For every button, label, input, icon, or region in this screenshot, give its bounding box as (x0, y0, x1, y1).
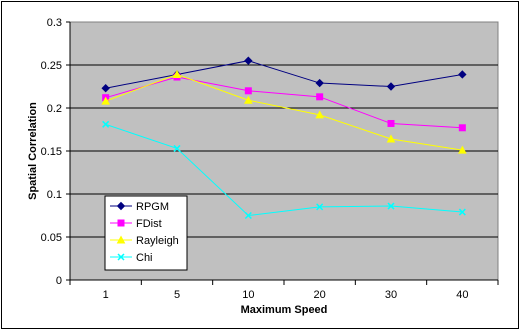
point-rpgm (386, 82, 396, 91)
y-tick-label: 0.3 (47, 17, 62, 29)
point-rpgm (244, 56, 253, 65)
legend-box (104, 195, 188, 271)
legend-label-chi: Chi (136, 252, 153, 264)
y-tick-label: 0.15 (41, 146, 62, 158)
point-fdist (316, 93, 324, 101)
x-tick-labels: 1 5 10 20 30 40 (69, 280, 499, 301)
legend-label-rayleigh: Rayleigh (136, 235, 179, 247)
x-tick-label: 10 (242, 289, 254, 301)
legend-marker-rpgm (116, 201, 126, 211)
marker-stroke (102, 120, 110, 128)
marker-stroke (244, 211, 252, 220)
legend-item-rpgm: RPGM (110, 201, 169, 213)
point-chi (458, 208, 466, 216)
marker-stroke (117, 253, 125, 261)
x-tick-label: 40 (456, 289, 468, 301)
x-tick-label: 1 (103, 289, 109, 301)
point-chi (244, 211, 252, 220)
y-tick-label: 0 (56, 275, 62, 287)
point-fdist (387, 119, 395, 127)
marker-stroke (458, 208, 466, 216)
point-chi (173, 144, 181, 152)
point-rayleigh (457, 145, 467, 154)
series-group (101, 56, 467, 220)
legend-marker-chi (117, 253, 125, 261)
legend-item-fdist: FDist (110, 218, 162, 230)
point-rayleigh (315, 110, 325, 119)
legend-label-fdist: FDist (136, 218, 162, 230)
marker-stroke (387, 202, 395, 210)
y-tick-label: 0.05 (41, 232, 62, 244)
point-chi (102, 120, 110, 128)
x-tick-label: 5 (174, 289, 180, 301)
x-axis-title: Maximum Speed (241, 304, 328, 316)
point-chi (316, 203, 324, 211)
point-fdist (244, 87, 252, 95)
y-tick-labels: 0 0.05 0.1 0.15 0.2 0.25 0.3 (41, 17, 70, 287)
series-chi (102, 120, 466, 220)
x-tick-label: 30 (385, 289, 397, 301)
legend: RPGM FDist Rayleigh Chi (104, 195, 188, 271)
point-chi (387, 202, 395, 210)
series-line-rayleigh (105, 73, 463, 151)
y-tick-label: 0.1 (47, 189, 62, 201)
y-tick-label: 0.25 (41, 60, 62, 72)
marker-stroke (173, 144, 181, 152)
series-line-chi (105, 123, 463, 217)
marker-stroke (316, 203, 324, 211)
series-line-fdist (105, 76, 463, 129)
point-rayleigh (172, 69, 182, 78)
point-rayleigh (243, 95, 253, 104)
legend-marker-fdist (117, 219, 125, 227)
point-rpgm (315, 78, 324, 88)
y-tick-label: 0.2 (47, 103, 62, 115)
point-rayleigh (386, 134, 396, 143)
legend-item-rayleigh: Rayleigh (110, 235, 179, 247)
x-tick-label: 20 (314, 289, 326, 301)
y-axis-title: Spatial Correlation (27, 102, 39, 200)
point-rayleigh (101, 96, 111, 105)
legend-item-chi: Chi (110, 252, 153, 264)
legend-label-rpgm: RPGM (136, 201, 169, 213)
point-rpgm (101, 84, 110, 93)
legend-marker-rayleigh (116, 235, 126, 244)
point-fdist (458, 124, 466, 132)
series-rayleigh (101, 69, 467, 154)
series-line-rpgm (105, 60, 463, 89)
point-rpgm (458, 70, 467, 79)
